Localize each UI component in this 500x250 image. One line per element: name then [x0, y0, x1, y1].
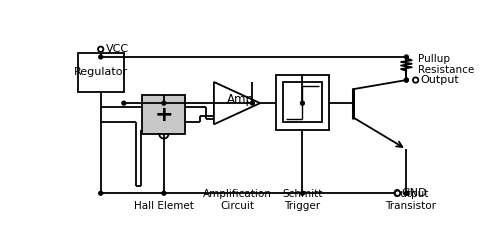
Circle shape — [162, 101, 166, 105]
Text: Schmitt
Trigger: Schmitt Trigger — [282, 189, 323, 211]
Circle shape — [395, 190, 400, 196]
Circle shape — [413, 77, 418, 83]
Circle shape — [404, 191, 408, 195]
Circle shape — [122, 101, 126, 105]
Text: Amp: Amp — [228, 93, 254, 106]
Bar — [142, 96, 186, 134]
Text: Regulator: Regulator — [74, 67, 128, 77]
Bar — [283, 82, 322, 122]
Bar — [276, 75, 330, 130]
Circle shape — [404, 78, 408, 82]
Text: Output: Output — [420, 75, 459, 85]
Polygon shape — [214, 82, 260, 124]
Circle shape — [300, 101, 304, 105]
Circle shape — [99, 191, 102, 195]
Circle shape — [250, 101, 254, 105]
Circle shape — [99, 55, 102, 59]
Text: +: + — [154, 105, 173, 125]
Circle shape — [404, 78, 408, 82]
Text: Amplification
Circuit: Amplification Circuit — [202, 189, 272, 211]
Text: VCC: VCC — [106, 44, 129, 54]
Circle shape — [162, 191, 166, 195]
Text: Output
Transistor: Output Transistor — [385, 189, 436, 211]
Circle shape — [98, 46, 103, 52]
Text: Pullup
Resistance: Pullup Resistance — [418, 54, 474, 76]
Circle shape — [300, 191, 304, 195]
Text: GND: GND — [402, 188, 427, 198]
Text: Hall Elemet: Hall Elemet — [134, 201, 194, 211]
Bar — [78, 53, 124, 92]
Circle shape — [404, 55, 408, 59]
